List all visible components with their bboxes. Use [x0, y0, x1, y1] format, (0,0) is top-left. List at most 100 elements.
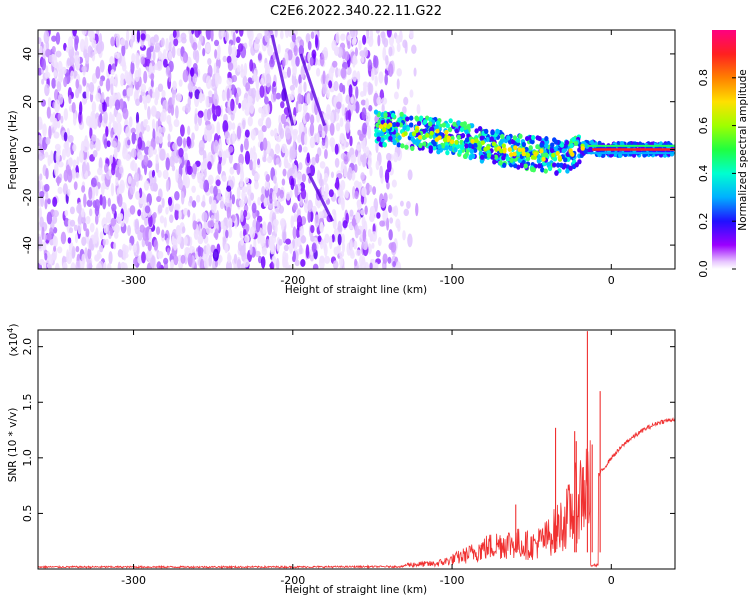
spectrogram-noise-cell: [359, 90, 365, 98]
spectrogram-noise-cell: [330, 65, 335, 74]
spectrogram-band-cell: [445, 150, 450, 156]
spectrogram-noise-cell: [326, 89, 330, 99]
spectrogram-noise-cell: [124, 210, 129, 224]
spectrogram-noise-cell: [366, 30, 370, 39]
spectrogram-noise-cell: [245, 223, 250, 232]
spectrogram-noise-cell: [291, 89, 295, 101]
spectrogram-noise-cell: [274, 181, 279, 194]
spectrogram-noise-cell: [232, 130, 236, 145]
spectrogram-noise-cell: [198, 140, 205, 152]
spectrogram-noise-cell: [324, 255, 331, 264]
spectrogram-noise-cell: [51, 35, 57, 42]
spectrogram-noise-cell: [299, 244, 303, 255]
spectrogram-noise-cell: [156, 196, 162, 203]
spectrogram-band-cell: [422, 141, 427, 147]
spectrogram-noise-cell: [342, 220, 348, 229]
spectrogram-noise-cell: [278, 205, 285, 214]
spectrogram-noise-cell: [244, 234, 250, 244]
spectrogram-noise-cell: [81, 185, 86, 193]
spectrogram-band-cell: [444, 145, 449, 151]
spectrogram-noise-cell: [96, 262, 102, 269]
spectrogram-noise-cell: [166, 114, 172, 125]
spectrogram-noise-cell: [355, 148, 359, 158]
spectrogram-noise-cell: [388, 204, 392, 214]
spectrogram-noise-cell: [83, 193, 87, 208]
spectrogram-noise-cell: [349, 30, 356, 38]
x-tick-label: -100: [440, 274, 465, 287]
chart-title: C2E6.2022.340.22.11.G22: [270, 4, 442, 19]
spectrogram-noise-cell: [209, 185, 215, 194]
spectrogram-noise-cell: [94, 254, 100, 261]
snr-series-line: [38, 417, 675, 569]
spectrogram-noise-cell: [130, 60, 135, 75]
spectrogram-noise-cell: [297, 86, 302, 97]
spectrogram-noise-cell: [336, 101, 342, 110]
spectrogram-noise-cell: [343, 164, 348, 178]
spectrogram-noise-cell: [289, 84, 296, 92]
spectrogram-noise-cell: [245, 82, 251, 92]
y-tick-label: 1.0: [21, 449, 34, 467]
spectrogram-noise-cell: [227, 62, 234, 71]
spectrogram-noise-cell: [199, 258, 205, 269]
spectrogram-noise-cell: [218, 75, 222, 85]
spectrogram-noise-cell: [85, 52, 90, 65]
spectrogram-noise-cell: [95, 227, 99, 240]
spectrogram-noise-cell: [197, 245, 201, 258]
spectrogram-noise-cell: [269, 192, 273, 204]
spectrogram-noise-cell: [46, 233, 52, 241]
spectrogram-noise-cell: [120, 38, 126, 47]
spectrogram-peak-cell: [414, 128, 419, 134]
spectrogram-noise-cell: [381, 97, 388, 105]
spectrogram-noise-cell: [355, 86, 359, 99]
spectrogram-band-cell: [402, 125, 407, 131]
spectrogram-band-cell: [400, 143, 405, 149]
spectrogram-noise-cell: [341, 103, 345, 117]
spectrogram-band-cell: [373, 109, 379, 115]
spectrogram-noise-cell: [182, 51, 189, 64]
spectrogram-noise-cell: [323, 172, 329, 183]
spectrogram-noise-cell: [254, 180, 259, 190]
spectrogram-band-cell: [380, 137, 385, 143]
spectrogram-noise-cell: [69, 219, 76, 227]
spectrogram-noise-cell: [169, 214, 174, 224]
spectrogram-peak-cell: [570, 152, 575, 157]
spectrogram-noise-cell: [270, 235, 277, 244]
spectrogram-band-cell: [489, 136, 495, 142]
spectrogram-band-cell: [477, 125, 483, 132]
spectrogram-noise-cell: [98, 32, 103, 46]
spectrogram-noise-cell: [331, 234, 335, 243]
colorbar-tick-label: 0.8: [697, 69, 710, 87]
spectrogram-noise-cell: [238, 102, 242, 109]
spectrogram-noise-cell: [108, 122, 112, 133]
spectrogram-noise-cell: [151, 169, 156, 178]
spectrogram-noise-cell: [260, 256, 266, 269]
spectrogram-noise-cell: [118, 166, 124, 174]
spectrogram-band-cell: [553, 139, 559, 145]
spectrogram-noise-cell: [264, 30, 270, 43]
spectrogram-band-cell: [474, 128, 479, 134]
spectrogram-noise-cell: [332, 217, 337, 230]
spectrogram-band-cell: [490, 154, 495, 160]
spectrogram-noise-cell: [280, 30, 284, 40]
spectrogram-noise-cell: [166, 237, 170, 246]
spectrogram-noise-cell: [45, 41, 50, 51]
spectrogram-noise-cell: [355, 144, 362, 151]
spectrogram-noise-cell: [380, 199, 386, 209]
spectrogram-band-cell: [452, 121, 457, 127]
spectrogram-peak-cell: [442, 137, 448, 143]
spectrogram-noise-cell: [305, 244, 310, 259]
spectrogram-noise-cell: [311, 205, 317, 214]
spectrogram-noise-cell: [43, 183, 50, 192]
spectrogram-noise-cell: [325, 135, 329, 149]
spectrogram-noise-cell: [53, 131, 60, 139]
spectrogram-noise-cell: [266, 155, 273, 164]
spectrogram-noise-cell: [349, 209, 354, 217]
spectrogram-noise-cell: [134, 218, 140, 230]
spectrogram-band-cell: [374, 127, 379, 134]
spectrogram-noise-cell: [249, 102, 255, 114]
spectrogram-band-cell: [464, 143, 469, 149]
spectrogram-noise-cell: [360, 259, 367, 269]
spectrogram-noise-cell: [125, 30, 130, 43]
spectrogram-noise-cell: [39, 121, 43, 130]
spectrogram-noise-cell: [393, 91, 399, 100]
